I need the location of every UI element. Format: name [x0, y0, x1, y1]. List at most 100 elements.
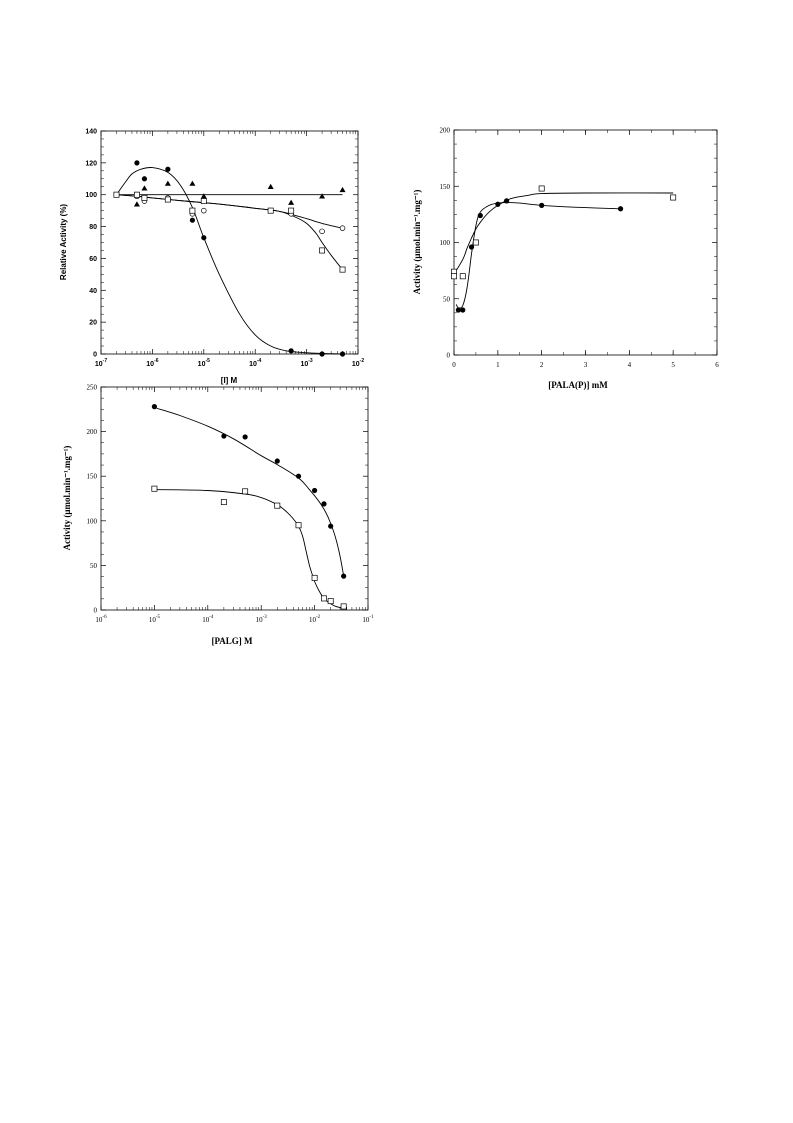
y-tick-label: 100 [440, 239, 451, 247]
data-point [459, 273, 466, 280]
data-point [617, 206, 624, 212]
data-point [321, 501, 327, 507]
y-tick-labels: 0 20 40 60 80 100 120 140 [85, 129, 97, 359]
data-point [319, 247, 326, 254]
x-tick-label: 6 [715, 361, 719, 369]
data-point [455, 307, 461, 313]
x-tick-labels: 10-7 10-6 10-5 10-4 10-3 10-2 [95, 358, 364, 368]
x-tick-label: 4 [628, 361, 632, 369]
x-tick-label: 10-1 [362, 615, 374, 624]
data-markers [151, 404, 347, 610]
data-point [113, 191, 120, 198]
data-point [319, 228, 325, 235]
data-point [242, 488, 249, 495]
data-point [477, 212, 483, 219]
plot-frame [100, 130, 359, 355]
chart-inhibitor: 10-7 10-6 10-5 10-4 10-3 10-2 0 20 40 60 80 100 120… [59, 129, 364, 386]
data-point [267, 207, 274, 214]
y-tick-label: 20 [89, 320, 97, 327]
y-tick-label: 100 [87, 517, 98, 525]
y-tick-label: 100 [85, 192, 97, 199]
data-point [319, 193, 326, 199]
y-tick-label: 150 [440, 183, 451, 191]
fit-curve-0 [154, 407, 345, 577]
fit-curve-1 [116, 194, 343, 229]
data-point [538, 185, 545, 192]
fit-curve-1 [154, 489, 344, 609]
data-point [288, 199, 295, 205]
chart-palg: 10-6 10-5 10-4 10-3 10-2 10-1 0 50 100 150 200 250… [62, 384, 374, 647]
x-tick-label: 10-3 [300, 358, 312, 368]
data-point [288, 207, 295, 214]
x-tick-label: 10-6 [146, 358, 158, 368]
data-point [189, 217, 195, 223]
plot-frame [100, 386, 369, 611]
data-point [164, 196, 171, 203]
tick-marks [100, 386, 369, 611]
data-point [295, 473, 302, 479]
x-axis-title: [PALG] M [211, 636, 253, 646]
data-point [472, 239, 479, 246]
data-point [201, 207, 207, 214]
y-tick-label: 0 [94, 607, 98, 615]
data-point [200, 193, 207, 199]
x-tick-label: 10-4 [249, 358, 261, 368]
x-tick-label: 10-4 [202, 615, 214, 624]
chart-pala: 0 1 2 3 4 5 6 0 50 100 150 200 [PALA(P)] mM Activi… [412, 127, 719, 391]
y-tick-labels: 0 50 100 150 200 250 [87, 384, 98, 615]
x-tick-label: 10-7 [95, 358, 107, 368]
data-markers [113, 160, 346, 357]
data-point [319, 351, 325, 357]
y-tick-label: 50 [443, 295, 451, 303]
data-point [295, 522, 302, 529]
x-tick-label: 10-5 [149, 615, 161, 624]
x-tick-label: 5 [671, 361, 675, 369]
data-point [201, 235, 207, 241]
x-tick-label: 10-5 [198, 358, 210, 368]
x-tick-label: 10-3 [256, 615, 268, 624]
x-tick-label: 10-2 [352, 358, 364, 368]
data-point [200, 198, 207, 205]
fit-curve-1 [453, 192, 674, 275]
data-point [242, 434, 248, 440]
y-tick-label: 0 [447, 352, 451, 360]
y-tick-label: 140 [85, 129, 97, 136]
data-point [451, 273, 457, 280]
data-point [341, 573, 347, 579]
y-tick-label: 50 [90, 562, 98, 570]
data-point [220, 499, 227, 506]
data-point [321, 595, 327, 602]
fit-curves [116, 167, 343, 355]
y-tick-label: 0 [93, 352, 97, 359]
y-tick-label: 200 [87, 428, 98, 436]
data-markers [451, 185, 677, 313]
data-point [312, 487, 318, 494]
x-tick-labels: 0 1 2 3 4 5 6 [452, 361, 719, 369]
plot-frame [453, 129, 718, 356]
x-tick-labels: 10-6 10-5 10-4 10-3 10-2 10-1 [95, 615, 374, 624]
x-tick-label: 0 [452, 361, 456, 369]
x-tick-label: 2 [540, 361, 544, 369]
fit-curve-0 [455, 202, 621, 309]
data-point [141, 194, 148, 201]
data-point [340, 603, 347, 610]
x-tick-label: 1 [496, 361, 500, 369]
data-point [267, 183, 274, 189]
data-point [141, 185, 148, 191]
y-tick-labels: 0 50 100 150 200 [440, 127, 451, 360]
data-point [189, 180, 196, 186]
data-point [504, 198, 510, 204]
y-tick-label: 60 [89, 256, 97, 263]
y-tick-label: 80 [89, 224, 97, 231]
data-point [164, 180, 171, 186]
data-point [339, 266, 346, 273]
data-point [141, 176, 148, 182]
tick-marks [453, 129, 718, 356]
data-point [339, 225, 346, 231]
x-axis-title: [I] M [221, 376, 238, 385]
data-point [274, 502, 281, 509]
y-tick-label: 200 [440, 127, 451, 135]
data-point [288, 348, 294, 354]
x-tick-label: 3 [584, 361, 588, 369]
data-point [151, 404, 157, 410]
